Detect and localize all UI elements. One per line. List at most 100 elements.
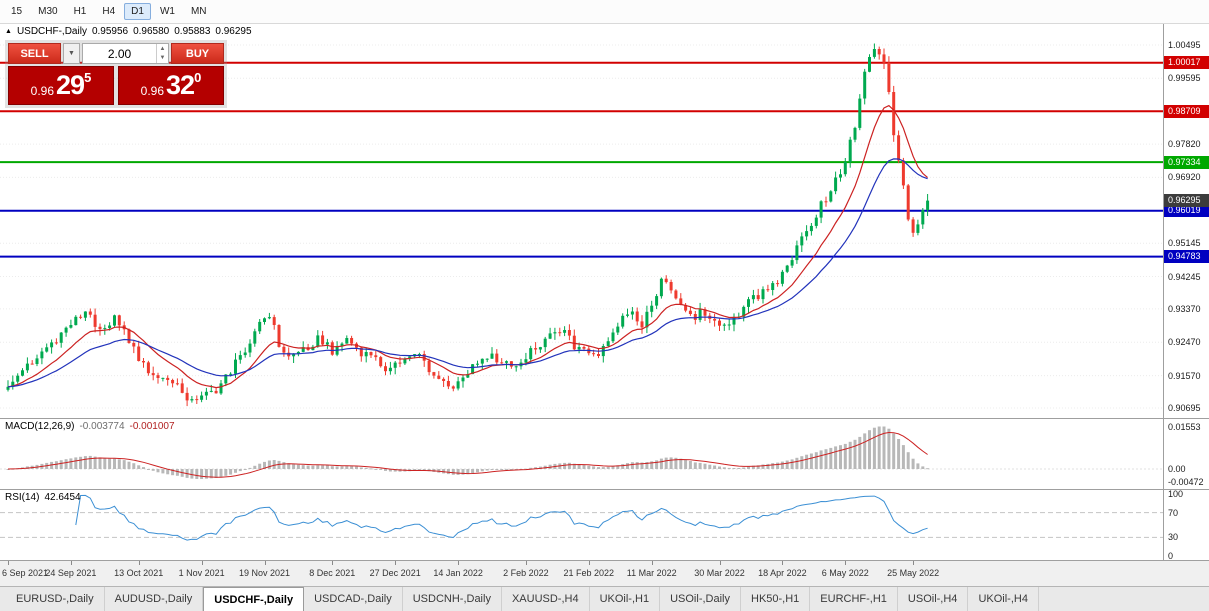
macd-indicator-panel[interactable]: MACD(12,26,9) -0.003774 -0.001007: [0, 419, 1163, 489]
timeframe-button-w1[interactable]: W1: [159, 6, 175, 17]
price-axis[interactable]: 1.00495 0.99595 0.97820 0.96920 0.95145 0.942…: [1163, 24, 1209, 561]
timeframe-button-15[interactable]: 15: [11, 6, 23, 17]
price-axis-tick: 0.94245: [1168, 271, 1201, 282]
buy-price-prefix: 0.96: [140, 84, 165, 98]
buy-price-display[interactable]: 0.96 32 0: [118, 66, 224, 105]
macd-axis-tick: 0.00: [1168, 464, 1186, 474]
timeframe-button-m30[interactable]: M30: [38, 6, 58, 17]
time-axis-tick: [845, 561, 847, 565]
chart-tab-usdcad-daily[interactable]: USDCAD-,Daily: [304, 587, 403, 611]
price-axis-tick: 0.93370: [1168, 303, 1201, 314]
timeframe-button-h4[interactable]: H4: [102, 6, 116, 17]
rsi-header: RSI(14) 42.6454: [5, 492, 86, 503]
time-axis-tick: [913, 561, 915, 565]
price-axis-tick: 0.95145: [1168, 238, 1201, 249]
time-axis-label: 18 Apr 2022: [758, 568, 807, 578]
lot-size-value: 2.00: [107, 46, 132, 61]
time-axis-tick: [332, 561, 334, 565]
macd-chart[interactable]: [0, 419, 1163, 489]
time-axis-label: 13 Oct 2021: [114, 568, 164, 578]
time-axis-tick: [458, 561, 460, 565]
rsi-axis-tick: 100: [1168, 489, 1184, 499]
macd-axis-tick: 0.01553: [1168, 422, 1201, 433]
candlestick-chart[interactable]: [0, 24, 1163, 418]
chevron-down-icon: ▼: [68, 50, 75, 57]
time-axis-tick: [70, 561, 72, 565]
timeframe-button-mn[interactable]: MN: [190, 6, 207, 17]
macd-title: MACD(12,26,9): [5, 421, 75, 432]
time-axis-tick: [525, 561, 527, 565]
chart-tab-eurchf-h1[interactable]: EURCHF-,H1: [810, 587, 898, 611]
rsi-indicator-panel[interactable]: RSI(14) 42.6454: [0, 490, 1163, 560]
symbol-label: USDCHF-,Daily: [16, 26, 87, 37]
time-axis-tick: [588, 561, 590, 565]
price-axis-tick: 0.99595: [1168, 73, 1201, 84]
sell-price-big-digits: 29: [56, 70, 85, 100]
rsi-value: 42.6454: [44, 492, 81, 503]
time-axis-label: 21 Feb 2022: [563, 568, 615, 578]
rsi-axis-tick: 0: [1168, 551, 1174, 561]
panel-separator[interactable]: [0, 489, 1209, 490]
chart-tab-ukoil-h1[interactable]: UKOil-,H1: [590, 587, 661, 611]
timeframe-toolbar: 15 M30 H1 H4 D1 W1 MN: [0, 0, 1209, 24]
level-price-label: 0.98709: [1164, 104, 1209, 118]
ohlc-low: 0.95883: [174, 26, 211, 37]
sell-button[interactable]: SELL: [8, 43, 61, 64]
price-axis-tick: 0.97820: [1168, 139, 1201, 150]
chart-tab-hk50-h1[interactable]: HK50-,H1: [741, 587, 811, 611]
time-axis-label: 30 Mar 2022: [694, 568, 745, 578]
rsi-axis-tick: 30: [1168, 532, 1179, 543]
chart-tab-usoil-h4[interactable]: USOil-,H4: [898, 587, 969, 611]
level-price-label: 0.94783: [1164, 250, 1209, 264]
price-axis-tick: 0.96920: [1168, 172, 1201, 183]
sell-price-prefix: 0.96: [30, 84, 55, 98]
chart-tab-usoil-daily[interactable]: USOil-,Daily: [660, 587, 741, 611]
rsi-axis-tick: 70: [1168, 507, 1179, 518]
price-chart-panel[interactable]: ▲ USDCHF-,Daily 0.95956 0.96580 0.95883 0.962…: [0, 24, 1163, 418]
current-price-label: 0.96295: [1164, 194, 1209, 208]
price-axis-tick: 1.00495: [1168, 40, 1201, 50]
time-axis-tick: [651, 561, 653, 565]
time-axis-tick: [395, 561, 397, 565]
chart-tab-usdchf-daily[interactable]: USDCHF-,Daily: [203, 587, 305, 611]
time-axis-label: 6 May 2022: [821, 568, 869, 578]
time-axis[interactable]: 6 Sep 2021 24 Sep 2021 13 Oct 2021 1 Nov 20…: [0, 561, 1209, 586]
lot-decrease-button[interactable]: ▼: [159, 55, 166, 62]
sell-price-pip-digit: 5: [84, 70, 92, 85]
collapse-panel-icon[interactable]: ▲: [5, 28, 12, 35]
price-axis-tick: 0.91570: [1168, 370, 1201, 381]
time-axis-label: 27 Dec 2021: [369, 568, 421, 578]
time-axis-label: 2 Feb 2022: [503, 568, 549, 578]
macd-header: MACD(12,26,9) -0.003774 -0.001007: [5, 421, 180, 432]
one-click-trading-panel: SELL ▼ 2.00 ▲ ▼ BUY 0.96 29 5: [5, 40, 227, 108]
chart-tab-xauusd-h4[interactable]: XAUUSD-,H4: [502, 587, 590, 611]
chart-title: ▲ USDCHF-,Daily 0.95956 0.96580 0.95883 0.962…: [5, 26, 257, 37]
time-axis-label: 6 Sep 2021: [2, 568, 49, 578]
chart-tab-usdcnh-daily[interactable]: USDCNH-,Daily: [403, 587, 502, 611]
time-axis-label: 19 Nov 2021: [238, 568, 291, 578]
buy-price-pip-digit: 0: [194, 70, 202, 85]
rsi-chart[interactable]: [0, 490, 1163, 560]
ohlc-high: 0.96580: [133, 26, 170, 37]
chart-tab-eurusd-daily[interactable]: EURUSD-,Daily: [6, 587, 105, 611]
time-axis-label: 25 May 2022: [887, 568, 940, 578]
level-price-label: 1.00017: [1164, 56, 1209, 70]
chart-tab-audusd-daily[interactable]: AUDUSD-,Daily: [105, 587, 204, 611]
price-axis-tick: 0.90695: [1168, 403, 1201, 413]
chart-tab-ukoil-h4[interactable]: UKOil-,H4: [968, 587, 1039, 611]
timeframe-button-h1[interactable]: H1: [73, 6, 87, 17]
time-axis-tick: [719, 561, 721, 565]
chart-tabs-bar: EURUSD-,Daily AUDUSD-,Daily USDCHF-,Daily U…: [0, 586, 1209, 611]
ohlc-open: 0.95956: [91, 26, 129, 37]
order-type-dropdown[interactable]: ▼: [63, 43, 80, 64]
lot-increase-button[interactable]: ▲: [159, 45, 166, 52]
macd-signal-value: -0.001007: [129, 421, 175, 432]
ohlc-close: 0.96295: [215, 26, 252, 37]
sell-price-display[interactable]: 0.96 29 5: [8, 66, 114, 105]
timeframe-button-d1[interactable]: D1: [124, 3, 151, 20]
lot-size-input[interactable]: 2.00 ▲ ▼: [82, 43, 169, 64]
buy-button[interactable]: BUY: [171, 43, 224, 64]
time-axis-tick: [782, 561, 784, 565]
level-price-label: 0.96019: [1164, 204, 1209, 218]
panel-separator[interactable]: [0, 418, 1209, 419]
